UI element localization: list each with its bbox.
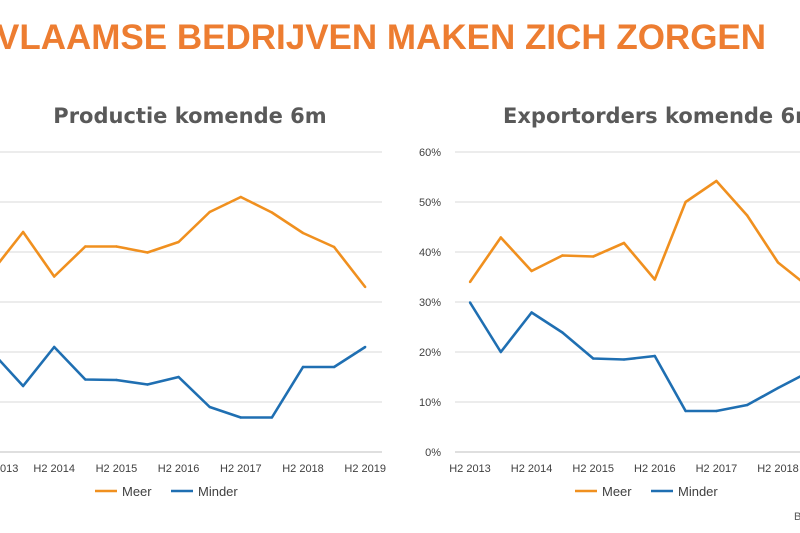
data-point <box>270 416 274 419</box>
x-tick-label: H2 2016 <box>634 463 676 475</box>
data-point <box>715 409 718 413</box>
series-line-minder <box>468 301 800 413</box>
y-tick-label: 60% <box>419 147 441 159</box>
data-point <box>332 365 336 369</box>
x-tick-label: H2 2015 <box>572 463 614 475</box>
data-point <box>332 245 336 249</box>
legend-label: Minder <box>198 484 238 499</box>
data-point <box>53 345 56 349</box>
y-tick-label: 30% <box>419 297 441 309</box>
y-tick-label: 50% <box>419 197 441 209</box>
source-note: B <box>794 511 800 523</box>
legend-label: Meer <box>122 484 152 499</box>
data-point <box>622 241 626 245</box>
data-point <box>364 285 367 289</box>
data-point <box>21 384 25 388</box>
data-point <box>561 254 564 257</box>
x-tick-label: H2 2013 <box>449 463 491 475</box>
x-tick-label: H2 2019 <box>344 463 386 475</box>
series-line-minder <box>0 345 366 419</box>
y-tick-label: 0% <box>425 447 441 459</box>
series-line-meer <box>468 179 800 283</box>
data-point <box>239 416 242 419</box>
series-line-meer <box>0 195 367 288</box>
data-point <box>530 311 533 314</box>
data-point <box>684 409 687 413</box>
x-tick-label: H2 2016 <box>158 463 200 475</box>
data-point <box>270 211 274 214</box>
data-point <box>776 386 780 390</box>
data-point <box>499 350 502 354</box>
data-point <box>146 383 149 386</box>
data-point <box>684 200 687 204</box>
data-point <box>561 331 564 334</box>
data-point <box>53 275 56 278</box>
x-tick-label: H2 2018 <box>282 463 324 475</box>
x-tick-label: H2 2017 <box>696 463 738 475</box>
data-point <box>146 251 149 254</box>
data-point <box>115 378 118 382</box>
data-point <box>592 357 595 360</box>
x-tick-label: H2 2014 <box>33 463 75 475</box>
data-point <box>592 255 595 258</box>
x-tick-label: H2 2014 <box>511 463 553 475</box>
data-point <box>115 245 118 248</box>
x-tick-label: H2 2017 <box>220 463 262 475</box>
data-point <box>653 354 656 358</box>
data-point <box>364 345 367 349</box>
data-point <box>468 280 472 284</box>
data-point <box>21 230 25 234</box>
data-point <box>208 405 211 409</box>
data-point <box>239 195 242 199</box>
x-tick-label: H2 2018 <box>757 463 799 475</box>
data-point <box>84 245 87 248</box>
data-point <box>776 261 780 264</box>
data-point <box>301 365 305 369</box>
legend-label: Meer <box>602 484 632 499</box>
data-point <box>746 403 749 407</box>
y-tick-label: 10% <box>419 397 441 409</box>
data-point <box>653 278 656 281</box>
y-tick-label: 40% <box>419 247 441 259</box>
legend-label: Minder <box>678 484 718 499</box>
data-point <box>84 378 87 381</box>
chart-title: Exportorders komende 6m <box>503 104 800 128</box>
data-point <box>530 269 533 273</box>
data-point <box>301 231 305 235</box>
chart-title: Productie komende 6m <box>53 104 326 128</box>
page-headline: VLAAMSE BEDRIJVEN MAKEN ZICH ZORGEN <box>0 18 767 57</box>
data-point <box>468 301 472 304</box>
data-point <box>208 210 211 214</box>
data-point <box>715 179 718 183</box>
data-point <box>746 214 749 217</box>
data-point <box>177 375 180 379</box>
data-point <box>622 358 626 361</box>
x-tick-label: 013 <box>0 463 18 475</box>
chart-1: Productie komende 6m 013 H2 2014 H2 2015 H2 … <box>0 104 386 499</box>
data-point <box>499 236 502 239</box>
data-point <box>177 240 180 244</box>
y-tick-label: 20% <box>419 347 441 359</box>
x-tick-label: H2 2015 <box>96 463 138 475</box>
chart-2: Exportorders komende 6m 0% 10% 20% 30% 40% 50%… <box>419 104 800 499</box>
